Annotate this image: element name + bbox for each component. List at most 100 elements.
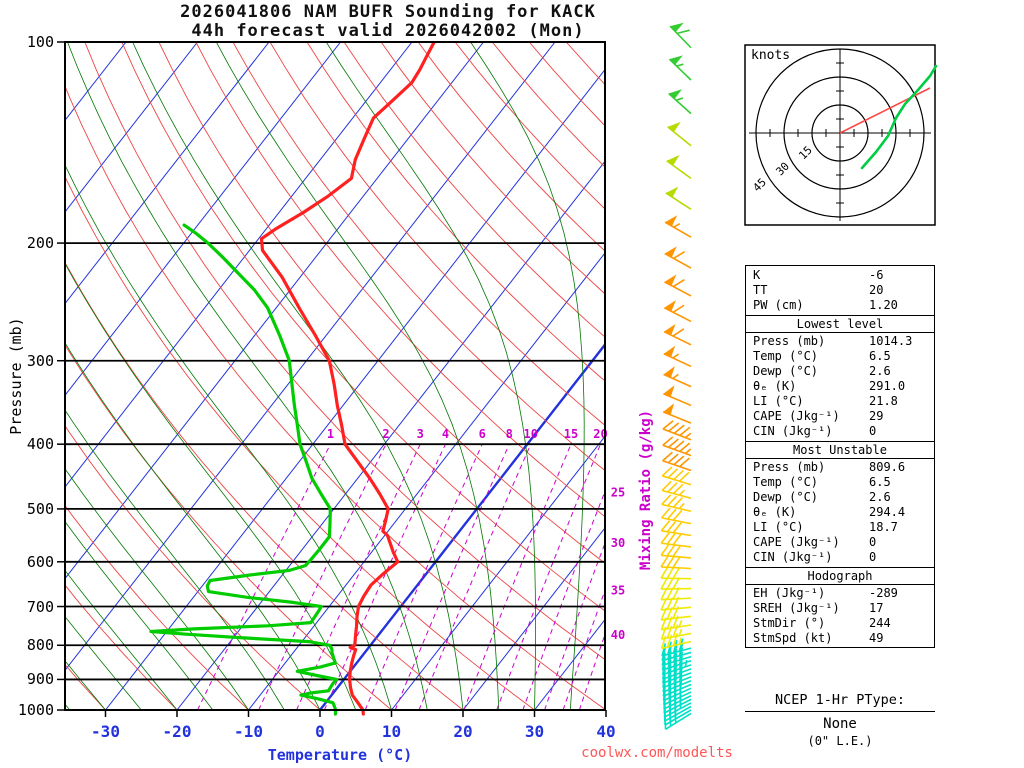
svg-text:40: 40 — [611, 628, 625, 642]
stat-value: 291.0 — [869, 379, 906, 393]
stat-label: TT — [753, 283, 768, 297]
mixing-ratio-lines — [197, 443, 605, 710]
pressure-tick-label: 300 — [26, 351, 54, 370]
stat-value: 20 — [869, 283, 884, 297]
stat-value: 0 — [869, 550, 877, 564]
stat-row: Press (mb) 809.6 — [746, 460, 934, 475]
stat-row: θₑ (K) 291.0 — [746, 379, 934, 394]
svg-text:35: 35 — [611, 584, 625, 598]
pressure-tick-label: 700 — [26, 597, 54, 616]
stat-value: 29 — [869, 409, 884, 423]
stat-row: Temp (°C) 6.5 — [746, 475, 934, 490]
pressure-tick-label: 1000 — [17, 701, 54, 719]
chart-title-line2: 44h forecast valid 2026042002 (Mon) — [191, 21, 585, 41]
stat-value: 2.6 — [869, 364, 891, 378]
temperature-tick-label: -20 — [162, 722, 192, 741]
stat-label: θₑ (K) — [753, 505, 797, 519]
stat-label: Temp (°C) — [753, 475, 819, 489]
pressure-tick-label: 400 — [26, 435, 54, 454]
temperature-tick-label: -30 — [91, 722, 120, 741]
pressure-axis-label: Pressure (mb) — [7, 317, 25, 435]
stat-label: Dewp (°C) — [753, 490, 819, 504]
pressure-tick-label: 600 — [26, 552, 54, 571]
svg-text:15: 15 — [564, 427, 578, 441]
stat-label: CIN (Jkg⁻¹) — [753, 550, 833, 564]
stat-label: CIN (Jkg⁻¹) — [753, 424, 833, 438]
hodograph-units-label: knots — [751, 48, 791, 63]
stat-value: 1014.3 — [869, 334, 913, 348]
background-lines — [65, 42, 605, 710]
mixing-ratio-axis-label: Mixing Ratio (g/kg) — [638, 409, 654, 571]
svg-text:8: 8 — [506, 427, 513, 441]
stat-row: LI (°C) 18.7 — [746, 520, 934, 535]
stats-panel: K -6 TT 20 PW (cm) 1.20 Lowest level Press (mb)… — [745, 265, 935, 648]
stat-value: 17 — [869, 601, 884, 615]
stat-label: Press (mb) — [753, 334, 826, 348]
svg-text:4: 4 — [442, 427, 449, 441]
stat-label: Temp (°C) — [753, 349, 819, 363]
stat-value: 21.8 — [869, 394, 898, 408]
stat-value: 6.5 — [869, 475, 891, 489]
stat-row: TT 20 — [746, 283, 934, 298]
stat-row: SREH (Jkg⁻¹) 17 — [746, 601, 934, 616]
pressure-tick-label: 100 — [26, 33, 54, 51]
plot-border — [64, 41, 606, 711]
dewpoint-trace — [149, 223, 339, 716]
stat-row: θₑ (K) 294.4 — [746, 505, 934, 520]
stat-value: 0 — [869, 424, 877, 438]
temperature-trace — [259, 42, 436, 716]
stat-row: Press (mb) 1014.3 — [746, 334, 934, 349]
stat-row: CIN (Jkg⁻¹) 0 — [746, 550, 934, 565]
stat-label: LI (°C) — [753, 520, 804, 534]
stat-row: Dewp (°C) 2.6 — [746, 364, 934, 379]
watermark: coolwx.com/modelts — [581, 745, 733, 761]
stat-row: CAPE (Jkg⁻¹) 0 — [746, 535, 934, 550]
panel-section-header: Lowest level — [746, 315, 934, 333]
stat-label: StmSpd (kt) — [753, 631, 833, 645]
stat-value: 2.6 — [869, 490, 891, 504]
panel-section-header: Hodograph — [746, 567, 934, 585]
svg-text:2: 2 — [382, 427, 389, 441]
sounding-traces — [149, 42, 436, 716]
svg-text:25: 25 — [611, 485, 625, 499]
stat-label: StmDir (°) — [753, 616, 826, 630]
stat-label: EH (Jkg⁻¹) — [753, 586, 826, 600]
stat-row: EH (Jkg⁻¹) -289 — [746, 586, 934, 601]
ptype-block: NCEP 1-Hr PType: None (0" L.E.) — [745, 692, 935, 748]
temperature-tick-label: -10 — [234, 722, 263, 741]
stat-row: StmDir (°) 244 — [746, 616, 934, 631]
stat-row: PW (cm) 1.20 — [746, 298, 934, 313]
pressure-tick-label: 200 — [26, 234, 54, 253]
stat-row: Temp (°C) 6.5 — [746, 349, 934, 364]
pressure-tick-label: 800 — [26, 636, 54, 655]
stat-value: 18.7 — [869, 520, 898, 534]
temperature-tick-label: 20 — [453, 722, 473, 741]
pressure-tick-label: 500 — [26, 499, 54, 518]
stat-label: SREH (Jkg⁻¹) — [753, 601, 840, 615]
temperature-axis-label: Temperature (°C) — [267, 746, 413, 764]
svg-text:1: 1 — [327, 427, 334, 441]
chart-title-line1: 2026041806 NAM BUFR Sounding for KACK — [180, 2, 596, 22]
stat-row: K -6 — [746, 268, 934, 283]
stat-value: 49 — [869, 631, 884, 645]
svg-text:6: 6 — [479, 427, 486, 441]
stat-row: LI (°C) 21.8 — [746, 394, 934, 409]
stat-value: 6.5 — [869, 349, 891, 363]
temperature-tick-label: 0 — [315, 722, 325, 741]
stat-row: StmSpd (kt) 49 — [746, 631, 934, 646]
stat-value: 294.4 — [869, 505, 906, 519]
stat-label: CAPE (Jkg⁻¹) — [753, 409, 840, 423]
stat-label: θₑ (K) — [753, 379, 797, 393]
stat-row: Dewp (°C) 2.6 — [746, 490, 934, 505]
svg-text:3: 3 — [417, 427, 424, 441]
hodograph-storm-vector — [839, 87, 931, 134]
ptype-value: None — [823, 716, 857, 732]
stat-value: 1.20 — [869, 298, 898, 312]
stat-label: LI (°C) — [753, 394, 804, 408]
stat-value: -289 — [869, 586, 898, 600]
temperature-tick-label: 40 — [596, 722, 616, 741]
svg-text:10: 10 — [524, 427, 538, 441]
hodograph-trace — [860, 64, 938, 170]
